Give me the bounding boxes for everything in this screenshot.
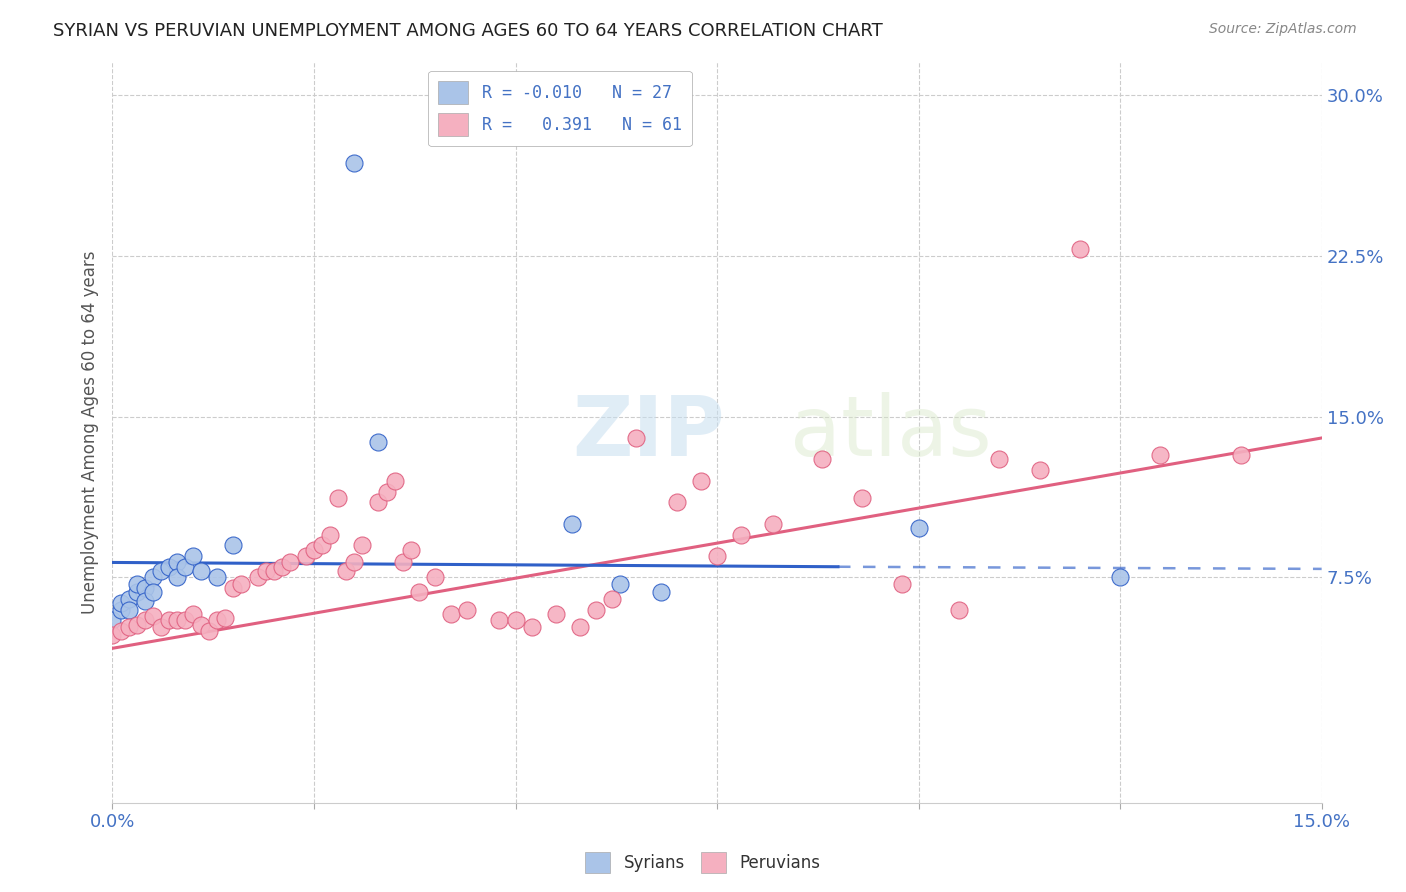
Point bbox=[166, 570, 188, 584]
Point bbox=[600, 591, 623, 606]
Point bbox=[384, 474, 406, 488]
Point bbox=[335, 564, 357, 578]
Point bbox=[231, 577, 253, 591]
Point bbox=[190, 617, 212, 632]
Legend: R = -0.010   N = 27, R =   0.391   N = 61: R = -0.010 N = 27, R = 0.391 N = 61 bbox=[429, 70, 692, 146]
Point bbox=[190, 564, 212, 578]
Point bbox=[263, 564, 285, 578]
Point bbox=[520, 620, 543, 634]
Text: Source: ZipAtlas.com: Source: ZipAtlas.com bbox=[1209, 22, 1357, 37]
Point bbox=[149, 620, 172, 634]
Point bbox=[222, 581, 245, 595]
Point bbox=[907, 521, 929, 535]
Point bbox=[117, 591, 139, 606]
Point bbox=[125, 585, 148, 599]
Point bbox=[142, 609, 165, 624]
Point bbox=[311, 538, 333, 552]
Point bbox=[665, 495, 688, 509]
Point bbox=[1230, 448, 1253, 462]
Point bbox=[343, 156, 366, 170]
Point bbox=[544, 607, 567, 621]
Point bbox=[117, 602, 139, 616]
Point bbox=[1149, 448, 1171, 462]
Point bbox=[149, 564, 172, 578]
Point bbox=[117, 620, 139, 634]
Point bbox=[295, 549, 318, 563]
Point bbox=[207, 614, 229, 628]
Point bbox=[157, 559, 180, 574]
Point bbox=[408, 585, 430, 599]
Point bbox=[254, 564, 277, 578]
Point bbox=[440, 607, 463, 621]
Point bbox=[561, 516, 583, 531]
Point bbox=[101, 614, 124, 628]
Point bbox=[1109, 570, 1132, 584]
Point bbox=[505, 614, 527, 628]
Point bbox=[730, 527, 752, 541]
Point bbox=[181, 607, 204, 621]
Point bbox=[690, 474, 713, 488]
Point bbox=[585, 602, 607, 616]
Point bbox=[423, 570, 446, 584]
Point bbox=[157, 614, 180, 628]
Point bbox=[650, 585, 672, 599]
Point bbox=[110, 596, 132, 610]
Point bbox=[174, 559, 197, 574]
Y-axis label: Unemployment Among Ages 60 to 64 years: Unemployment Among Ages 60 to 64 years bbox=[80, 251, 98, 615]
Point bbox=[328, 491, 350, 505]
Point bbox=[222, 538, 245, 552]
Point bbox=[278, 556, 301, 570]
Point bbox=[626, 431, 648, 445]
Point bbox=[367, 435, 389, 450]
Point bbox=[270, 559, 292, 574]
Point bbox=[166, 614, 188, 628]
Text: ZIP: ZIP bbox=[572, 392, 724, 473]
Point bbox=[399, 542, 422, 557]
Point bbox=[101, 628, 124, 642]
Point bbox=[134, 581, 156, 595]
Point bbox=[391, 556, 413, 570]
Point bbox=[609, 577, 631, 591]
Legend: Syrians, Peruvians: Syrians, Peruvians bbox=[578, 846, 828, 880]
Point bbox=[988, 452, 1011, 467]
Point bbox=[488, 614, 510, 628]
Point bbox=[851, 491, 873, 505]
Point bbox=[1069, 242, 1091, 256]
Point bbox=[110, 602, 132, 616]
Point bbox=[319, 527, 342, 541]
Point bbox=[891, 577, 914, 591]
Text: SYRIAN VS PERUVIAN UNEMPLOYMENT AMONG AGES 60 TO 64 YEARS CORRELATION CHART: SYRIAN VS PERUVIAN UNEMPLOYMENT AMONG AG… bbox=[53, 22, 883, 40]
Point bbox=[174, 614, 197, 628]
Point bbox=[246, 570, 269, 584]
Point bbox=[214, 611, 236, 625]
Point bbox=[142, 585, 165, 599]
Point bbox=[125, 577, 148, 591]
Point bbox=[125, 617, 148, 632]
Point bbox=[569, 620, 592, 634]
Point bbox=[142, 570, 165, 584]
Point bbox=[456, 602, 478, 616]
Point bbox=[375, 484, 398, 499]
Point bbox=[1028, 463, 1050, 477]
Point bbox=[110, 624, 132, 639]
Point bbox=[811, 452, 834, 467]
Point bbox=[343, 556, 366, 570]
Point bbox=[706, 549, 728, 563]
Point bbox=[166, 556, 188, 570]
Point bbox=[948, 602, 970, 616]
Text: atlas: atlas bbox=[790, 392, 991, 473]
Point bbox=[352, 538, 374, 552]
Point bbox=[181, 549, 204, 563]
Point bbox=[198, 624, 221, 639]
Point bbox=[302, 542, 325, 557]
Point bbox=[134, 594, 156, 608]
Point bbox=[367, 495, 389, 509]
Point bbox=[134, 614, 156, 628]
Point bbox=[762, 516, 785, 531]
Point bbox=[207, 570, 229, 584]
